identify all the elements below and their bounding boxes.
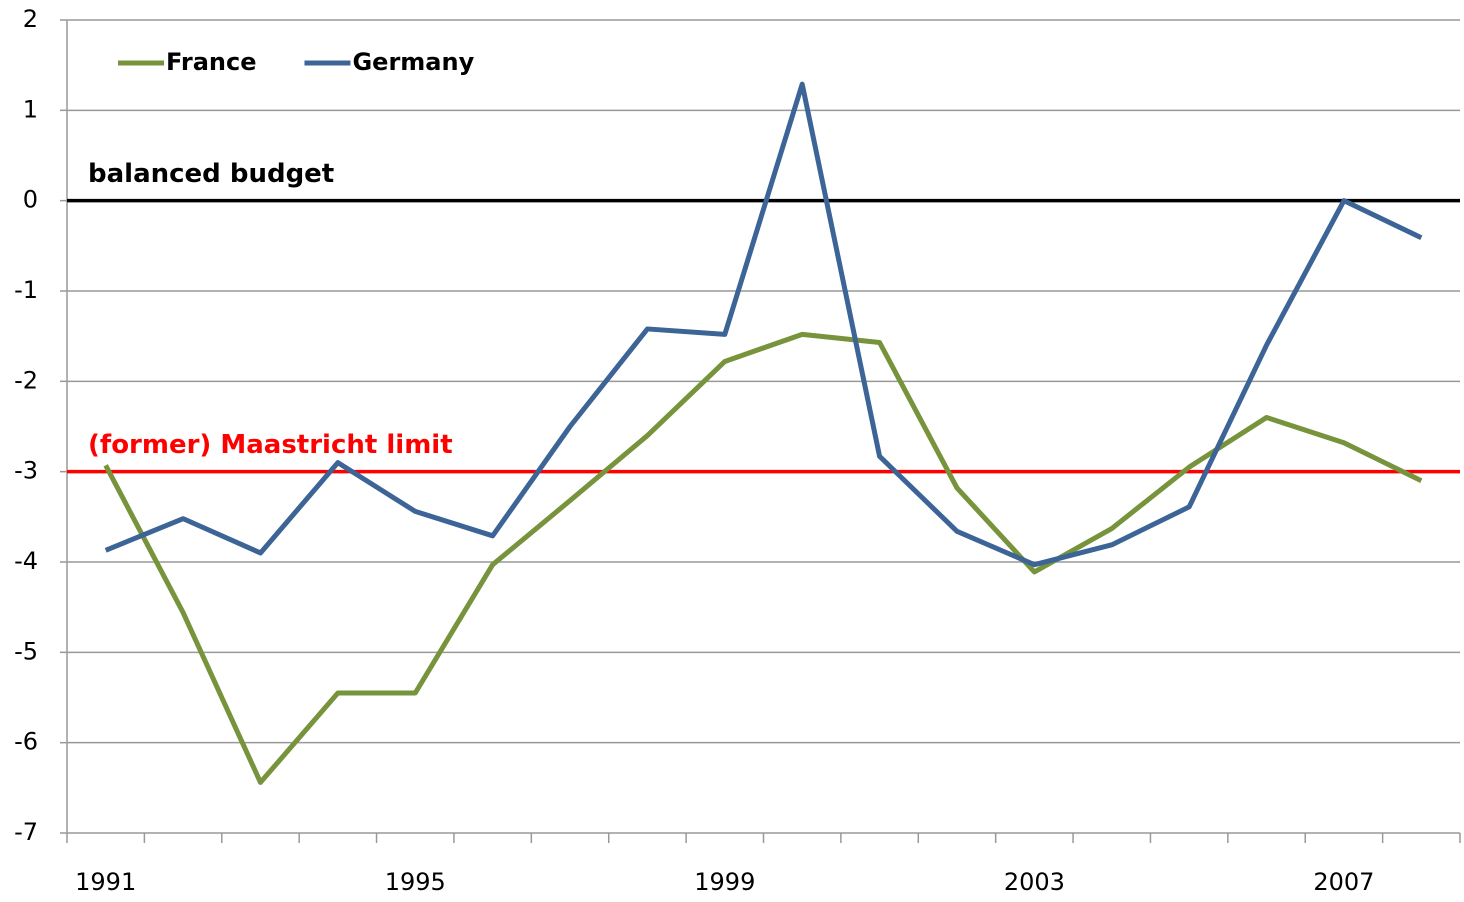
legend-label: Germany: [352, 48, 474, 76]
y-tick-label: -2: [14, 366, 38, 394]
reference-label: (former) Maastricht limit: [88, 430, 453, 460]
y-tick-label: -3: [14, 457, 38, 485]
series-line: [103, 331, 1423, 785]
x-tick-label: 1991: [75, 868, 136, 896]
y-tick-label: -7: [14, 818, 38, 846]
y-tick-label: 1: [23, 95, 38, 123]
legend-label: France: [166, 48, 256, 76]
x-tick-label: 2007: [1313, 868, 1374, 896]
y-tick-label: -1: [14, 276, 38, 304]
x-tick-label: 1999: [694, 868, 755, 896]
y-tick-label: 2: [23, 5, 38, 33]
series-line: [104, 81, 1423, 568]
x-tick-label: 2003: [1004, 868, 1065, 896]
y-tick-label: 0: [23, 186, 38, 214]
y-tick-label: -5: [14, 637, 38, 665]
y-tick-label: -4: [14, 547, 38, 575]
x-tick-label: 1995: [385, 868, 446, 896]
reference-label: balanced budget: [88, 159, 334, 189]
y-tick-label: -6: [14, 728, 38, 756]
